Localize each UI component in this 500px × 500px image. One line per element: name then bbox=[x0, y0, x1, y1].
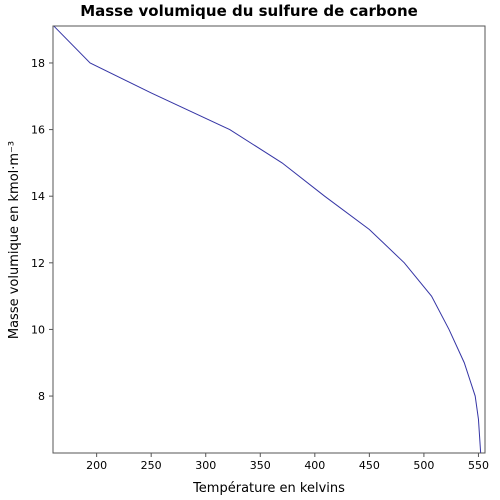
data-line bbox=[53, 25, 482, 453]
x-tick-label: 550 bbox=[468, 459, 489, 472]
y-tick-label: 10 bbox=[31, 323, 45, 336]
x-tick-label: 350 bbox=[250, 459, 271, 472]
x-tick-label: 200 bbox=[86, 459, 107, 472]
chart-title: Masse volumique du sulfure de carbone bbox=[80, 2, 418, 20]
y-tick-label: 8 bbox=[38, 390, 45, 403]
y-axis-label: Masse volumique en kmol·m⁻³ bbox=[7, 141, 22, 339]
y-tick-label: 18 bbox=[31, 57, 45, 70]
y-tick-label: 14 bbox=[31, 190, 45, 203]
x-tick-label: 300 bbox=[195, 459, 216, 472]
x-tick-label: 500 bbox=[413, 459, 434, 472]
x-axis-label: Température en kelvins bbox=[192, 481, 345, 496]
x-tick-label: 450 bbox=[359, 459, 380, 472]
plot-frame bbox=[52, 25, 486, 454]
x-tick-label: 400 bbox=[304, 459, 325, 472]
y-tick-label: 12 bbox=[31, 257, 45, 270]
y-tick-label: 16 bbox=[31, 124, 45, 137]
x-tick-label: 250 bbox=[141, 459, 162, 472]
